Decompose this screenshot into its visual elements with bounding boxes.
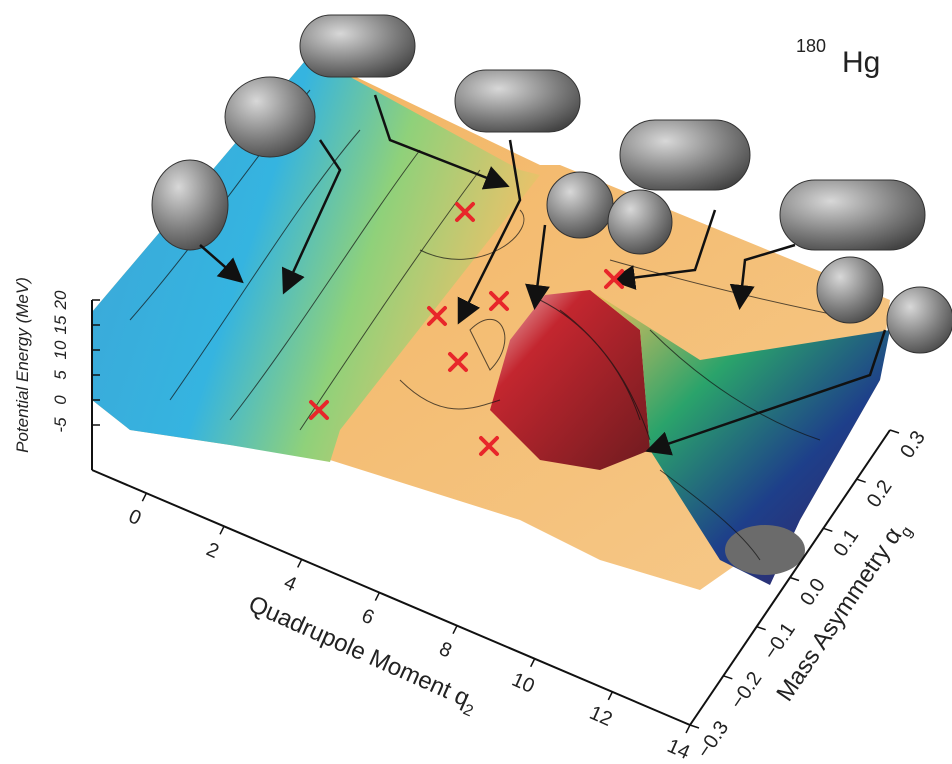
chart: 180 Hg Quadrupole Moment q2 Mass Asymmet… (0, 0, 952, 764)
x-tick-label: 4 (281, 572, 300, 597)
y-tick-label: 0.0 (796, 574, 830, 609)
z-axis-label: Potential Energy (MeV) (13, 277, 32, 453)
y-tick-label: 0.2 (863, 476, 897, 511)
x-tick-label: 8 (436, 638, 455, 663)
x-tick-label: 0 (125, 505, 144, 530)
y-tick-label: −0.2 (726, 668, 766, 713)
z-tick-label: -5 (51, 417, 70, 433)
y-tick (823, 528, 832, 531)
z-tick-label: 20 (51, 290, 70, 310)
y-tick (757, 627, 766, 630)
z-tick-label: 5 (51, 370, 70, 380)
x-tick (686, 725, 690, 733)
z-tick-label: 10 (51, 340, 70, 359)
y-tick (857, 479, 866, 482)
y-tick-label: −0.3 (693, 717, 733, 762)
x-tick-label: 10 (508, 669, 537, 698)
z-tick-label: 15 (51, 315, 70, 334)
y-tick-label: 0.1 (829, 525, 863, 560)
z-tick-label: 0 (51, 395, 70, 405)
title-mass: 180 (796, 36, 826, 56)
x-tick-label: 12 (586, 702, 615, 731)
y-tick (690, 725, 699, 728)
title-symbol: Hg (842, 46, 880, 79)
y-tick (723, 676, 732, 679)
surface (92, 55, 890, 590)
x-tick (531, 659, 535, 667)
x-tick (220, 526, 224, 534)
x-tick-label: 14 (664, 735, 693, 764)
x-tick (608, 692, 612, 700)
x-tick (298, 559, 302, 567)
y-tick (790, 578, 799, 581)
y-tick-label: 0.3 (896, 427, 930, 462)
x-tick-label: 6 (358, 605, 377, 630)
x-tick-label: 2 (203, 539, 222, 564)
x-tick (453, 626, 457, 634)
y-tick (890, 430, 899, 433)
x-tick (142, 493, 146, 501)
x-tick (375, 593, 379, 601)
